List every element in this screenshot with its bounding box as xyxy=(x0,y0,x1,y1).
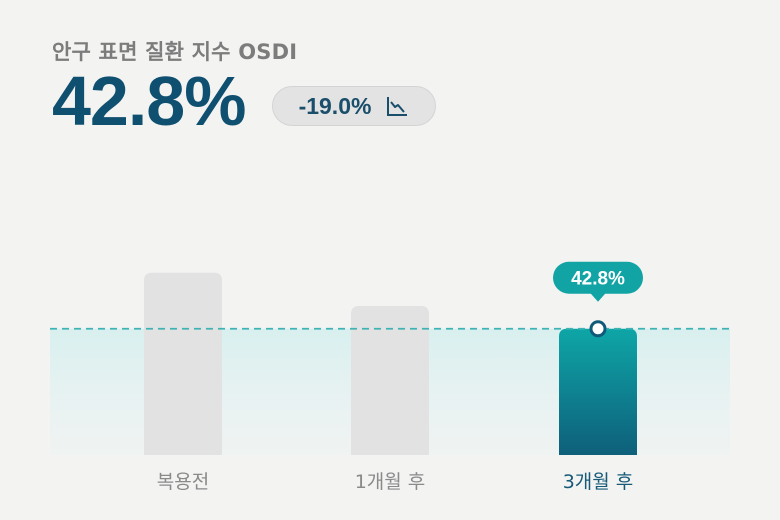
data-label: 42.8% xyxy=(553,261,643,302)
x-tick-label: 1개월 후 xyxy=(355,471,426,493)
change-badge: -19.0% xyxy=(272,86,436,126)
change-value: -19.0% xyxy=(298,92,372,119)
x-tick-label: 복용전 xyxy=(157,471,209,493)
highlight-point xyxy=(589,320,607,338)
trend-down-icon xyxy=(387,97,408,116)
data-label-text: 42.8% xyxy=(571,269,625,290)
data-label-pointer xyxy=(590,292,606,302)
headline-value: 42.8% xyxy=(52,62,246,140)
bar-2 xyxy=(351,306,429,455)
data-label-pill xyxy=(553,261,643,294)
chart-title: 안구 표면 질환 지수 OSDI xyxy=(52,40,298,64)
bar-3 xyxy=(559,328,637,455)
bar-1 xyxy=(144,272,222,455)
x-tick-label: 3개월 후 xyxy=(563,471,634,493)
